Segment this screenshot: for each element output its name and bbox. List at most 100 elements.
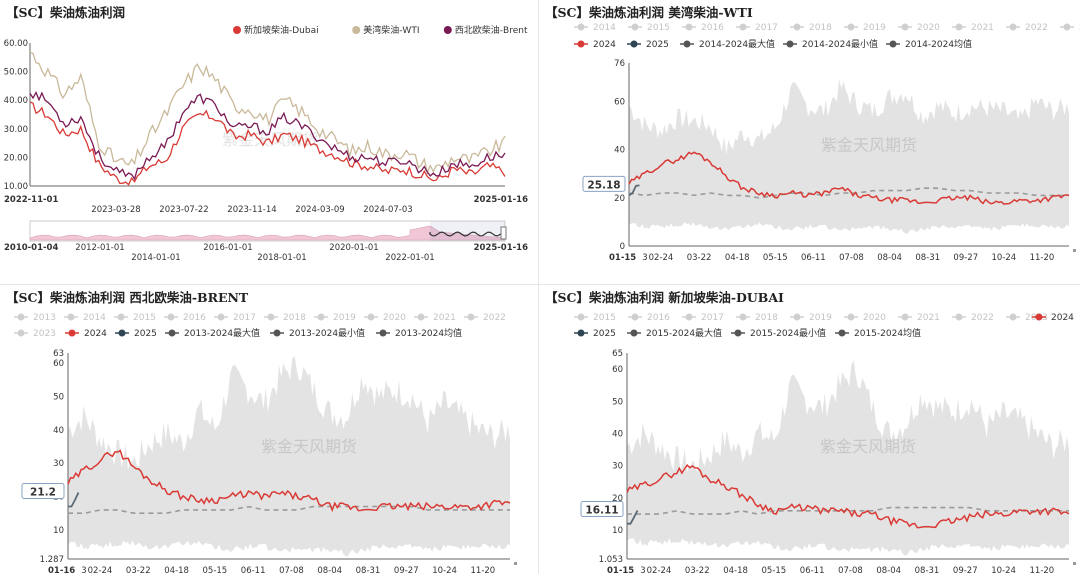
legend-label[interactable]: 2021 — [917, 313, 940, 323]
legend-label[interactable]: 2014-2024最小值 — [802, 38, 878, 50]
legend-label[interactable]: 2013-2024最大值 — [184, 327, 260, 339]
legend-marker[interactable] — [17, 313, 25, 321]
corner-marker — [1073, 562, 1076, 565]
legend-marker[interactable] — [118, 329, 126, 337]
legend-label[interactable]: 2021 — [433, 313, 456, 323]
legend-marker[interactable] — [233, 26, 241, 34]
legend-label[interactable]: 2013-2024均值 — [395, 327, 462, 339]
legend-marker[interactable] — [847, 313, 855, 321]
legend-label[interactable]: 2015-2024最小值 — [750, 327, 826, 339]
legend-marker[interactable] — [167, 313, 175, 321]
legend-marker[interactable] — [443, 26, 452, 34]
legend-label[interactable]: 2025 — [646, 40, 669, 50]
legend-marker[interactable] — [379, 329, 387, 337]
legend-marker[interactable] — [734, 329, 742, 337]
legend-label[interactable]: 2014-2024均值 — [905, 38, 972, 50]
x-tick-label: 11-20 — [1030, 566, 1055, 574]
legend-label[interactable]: 2015-2024最大值 — [646, 327, 722, 339]
x-tick-label: 08-31 — [915, 253, 940, 263]
legend-label[interactable]: 2015-2024均值 — [854, 327, 921, 339]
legend-label[interactable]: 2015 — [647, 23, 670, 33]
legend-marker[interactable] — [117, 313, 125, 321]
legend-marker[interactable] — [683, 40, 691, 48]
legend-label[interactable]: 2018 — [283, 313, 306, 323]
legend-marker[interactable] — [217, 313, 225, 321]
legend-marker[interactable] — [955, 23, 963, 31]
legend-label[interactable]: 2025 — [134, 329, 157, 339]
legend-marker[interactable] — [889, 40, 897, 48]
legend-marker[interactable] — [685, 313, 693, 321]
legend-label[interactable]: 2021 — [971, 23, 994, 33]
legend-label[interactable]: 2019 — [809, 313, 832, 323]
legend-marker[interactable] — [1009, 23, 1017, 31]
legend-label[interactable]: 2017 — [233, 313, 256, 323]
legend-label[interactable]: 2020 — [383, 313, 406, 323]
legend-label[interactable]: 2023 — [33, 329, 56, 339]
legend-label[interactable]: 2017 — [755, 23, 778, 33]
zoom-slider-window[interactable] — [430, 221, 505, 241]
legend-label[interactable]: 2019 — [863, 23, 886, 33]
legend-marker[interactable] — [793, 313, 801, 321]
panel-title: 【SC】柴油炼油利润 西北欧柴油-BRENT — [6, 290, 249, 305]
legend-marker[interactable] — [577, 313, 585, 321]
legend-marker[interactable] — [901, 313, 909, 321]
legend-label[interactable]: 2018 — [755, 313, 778, 323]
legend-label[interactable]: 2014 — [83, 313, 106, 323]
legend-marker[interactable] — [685, 23, 693, 31]
legend-marker[interactable] — [68, 329, 76, 337]
legend-label[interactable]: 2014-2024最大值 — [699, 38, 775, 50]
legend-marker[interactable] — [955, 313, 963, 321]
legend-marker[interactable] — [168, 329, 176, 337]
legend-label[interactable]: 2022 — [1025, 23, 1048, 33]
legend-marker[interactable] — [739, 23, 747, 31]
x-tick-label: 04-18 — [723, 566, 748, 574]
legend-marker[interactable] — [1063, 23, 1071, 31]
legend-label[interactable]: 2015 — [133, 313, 156, 323]
legend-label[interactable]: 2016 — [647, 313, 670, 323]
legend-label[interactable]: 2019 — [333, 313, 356, 323]
legend-marker[interactable] — [838, 329, 846, 337]
legend-marker[interactable] — [630, 329, 638, 337]
zoom-slider-selection-line — [429, 231, 506, 237]
legend-marker[interactable] — [901, 23, 909, 31]
legend-marker[interactable] — [417, 313, 425, 321]
legend-label[interactable]: 2016 — [183, 313, 206, 323]
legend-marker[interactable] — [1035, 313, 1043, 321]
legend-label[interactable]: 2014 — [593, 23, 616, 33]
legend-marker[interactable] — [630, 40, 638, 48]
legend-marker[interactable] — [467, 313, 475, 321]
legend-label[interactable]: 2024 — [84, 329, 107, 339]
legend-marker[interactable] — [793, 23, 801, 31]
legend-label[interactable]: 2015 — [593, 313, 616, 323]
legend-marker[interactable] — [352, 26, 361, 34]
legend-label[interactable]: 2024 — [593, 40, 616, 50]
legend-marker[interactable] — [631, 313, 639, 321]
legend-marker[interactable] — [739, 313, 747, 321]
legend-label[interactable]: 2018 — [809, 23, 832, 33]
legend-marker[interactable] — [17, 329, 25, 337]
legend-label[interactable]: 2020 — [917, 23, 940, 33]
legend-label[interactable]: 2020 — [863, 313, 886, 323]
legend-marker[interactable] — [317, 313, 325, 321]
legend-marker[interactable] — [267, 313, 275, 321]
legend-marker[interactable] — [847, 23, 855, 31]
legend-marker[interactable] — [786, 40, 794, 48]
legend-label[interactable]: 2025 — [593, 329, 616, 339]
legend-marker[interactable] — [577, 329, 585, 337]
legend-marker[interactable] — [367, 313, 375, 321]
legend-marker[interactable] — [273, 329, 281, 337]
legend-label[interactable]: 2013-2024最小值 — [289, 327, 365, 339]
legend-label[interactable]: 2017 — [701, 313, 724, 323]
legend-marker[interactable] — [577, 40, 585, 48]
legend-marker[interactable] — [67, 313, 75, 321]
legend-marker[interactable] — [631, 23, 639, 31]
legend-label[interactable]: 2024 — [1051, 313, 1074, 323]
legend-label[interactable]: 2013 — [33, 313, 56, 323]
legend-label[interactable]: 2016 — [701, 23, 724, 33]
legend-marker[interactable] — [577, 23, 585, 31]
slider-tick-label: 2018-01-01 — [257, 253, 306, 263]
legend-label[interactable]: 2022 — [483, 313, 506, 323]
legend-marker[interactable] — [1009, 313, 1017, 321]
zoom-slider-handle[interactable] — [500, 226, 507, 240]
legend-label[interactable]: 2022 — [971, 313, 994, 323]
